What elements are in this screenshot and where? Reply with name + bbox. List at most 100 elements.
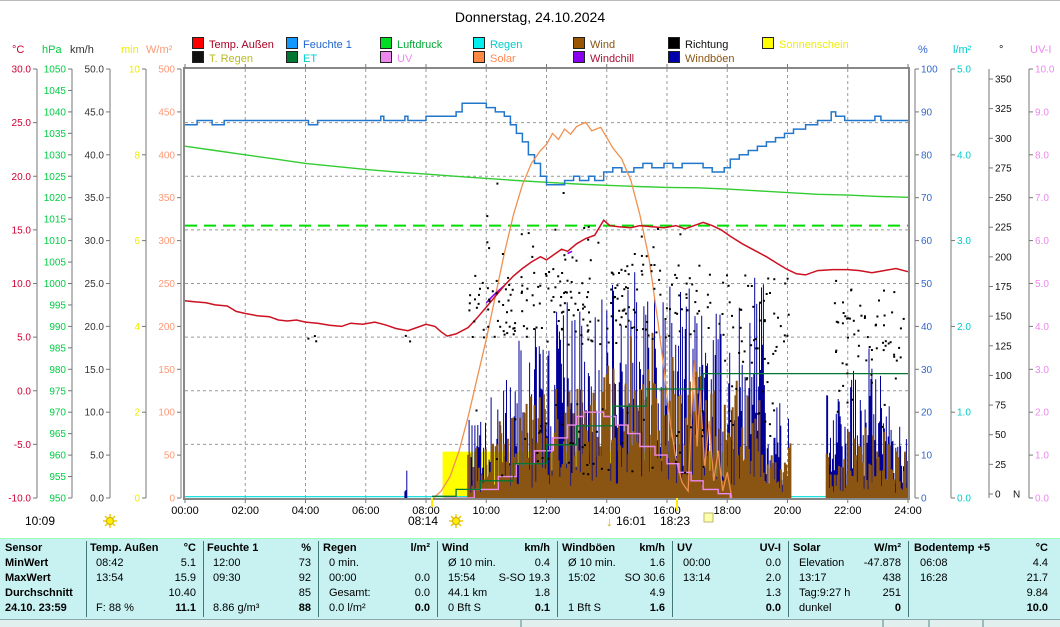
svg-text:300: 300 xyxy=(158,236,175,247)
svg-text:°: ° xyxy=(999,44,1003,56)
svg-text:10: 10 xyxy=(921,451,933,462)
svg-text:6.0: 6.0 xyxy=(1035,236,1049,247)
table-column-unit: UV-I xyxy=(759,542,781,554)
legend-item: Temp. Außen xyxy=(192,37,274,51)
legend-color-box xyxy=(762,37,774,49)
table-cell-value: 1.8 xyxy=(534,587,550,599)
table-column-header: Solar xyxy=(793,542,821,554)
legend-item: Wind xyxy=(573,37,615,51)
legend-item: Regen xyxy=(473,37,522,51)
svg-text:970: 970 xyxy=(49,408,66,419)
table-cell-value: -47.878 xyxy=(863,557,901,569)
svg-text:30.0: 30.0 xyxy=(12,65,32,76)
svg-text:0.0: 0.0 xyxy=(1035,494,1049,505)
humidity-series xyxy=(185,102,908,186)
svg-text:5.0: 5.0 xyxy=(17,333,31,344)
legend-item: UV xyxy=(380,51,412,65)
table-cell-time: 06:08 xyxy=(920,557,948,569)
svg-text:20.0: 20.0 xyxy=(12,172,32,183)
svg-text:955: 955 xyxy=(49,472,66,483)
svg-text:5.0: 5.0 xyxy=(90,451,104,462)
chart-legend: Temp. Außen Feuchte 1 Luftdruck Regen Wind Ri… xyxy=(0,1,1060,65)
table-cell-value: 0.0 xyxy=(414,602,430,614)
svg-text:400: 400 xyxy=(158,150,175,161)
svg-text:30.0: 30.0 xyxy=(85,236,105,247)
table-cell-value: 0.0 xyxy=(765,557,781,569)
legend-color-box xyxy=(192,51,204,63)
svg-text:100: 100 xyxy=(995,371,1012,382)
svg-text:0: 0 xyxy=(169,494,175,505)
svg-text:N: N xyxy=(1013,490,1020,501)
svg-text:5.0: 5.0 xyxy=(1035,279,1049,290)
svg-text:l/m²: l/m² xyxy=(953,44,972,56)
table-cell-time: F: 88 % xyxy=(96,602,134,614)
svg-text:14:00: 14:00 xyxy=(593,505,621,517)
svg-text:0.0: 0.0 xyxy=(90,494,104,505)
legend-label: Luftdruck xyxy=(397,39,443,51)
table-cell-time: 0.0 l/m² xyxy=(329,602,366,614)
table-column-unit: W/m² xyxy=(874,542,901,554)
legend-color-box xyxy=(668,37,680,49)
svg-text:225: 225 xyxy=(995,223,1012,234)
svg-text:100: 100 xyxy=(158,408,175,419)
table-column-header: Feuchte 1 xyxy=(207,542,259,554)
svg-text:50.0: 50.0 xyxy=(85,65,105,76)
axis-deg: °350325300275250225200175150125100755025… xyxy=(988,44,1020,501)
table-cell-value: 0 xyxy=(894,602,901,614)
table-cell-time: 15:02 xyxy=(568,572,596,584)
table-cell-value: SO 30.6 xyxy=(624,572,665,584)
et-series xyxy=(432,372,908,497)
svg-text:150: 150 xyxy=(158,365,175,376)
svg-text:200: 200 xyxy=(158,322,175,333)
table-cell-value: 73 xyxy=(298,557,311,569)
legend-color-box xyxy=(380,37,392,49)
svg-text:200: 200 xyxy=(995,252,1012,263)
svg-text:hPa: hPa xyxy=(42,44,62,56)
legend-label: Windchill xyxy=(590,53,635,65)
svg-text:25.0: 25.0 xyxy=(12,118,32,129)
table-divider xyxy=(908,541,909,617)
svg-text:25: 25 xyxy=(995,460,1007,471)
grid xyxy=(185,69,908,498)
svg-text:175: 175 xyxy=(995,282,1012,293)
svg-text:04:00: 04:00 xyxy=(292,505,320,517)
x-axis: 00:00 02:00 04:00 06:00 08:00 10:00 12:00 14:00… xyxy=(171,64,922,517)
table-cell-value: 10.40 xyxy=(168,587,196,599)
svg-text:40.0: 40.0 xyxy=(85,150,105,161)
table-divider xyxy=(86,541,87,617)
svg-text:00:00: 00:00 xyxy=(171,505,199,517)
table-cell-time: 00:00 xyxy=(329,572,357,584)
table-cell-time: Ø 10 min. xyxy=(568,557,616,569)
legend-label: Temp. Außen xyxy=(209,39,274,51)
svg-text:250: 250 xyxy=(158,279,175,290)
svg-text:45.0: 45.0 xyxy=(85,107,105,118)
legend-label: ET xyxy=(303,53,318,65)
statusbar-divider xyxy=(982,620,984,627)
direction-series xyxy=(307,182,905,477)
svg-text:960: 960 xyxy=(49,451,66,462)
legend-item: Luftdruck xyxy=(380,37,443,51)
table-column-header: Windböen xyxy=(562,542,616,554)
svg-text:8: 8 xyxy=(134,150,140,161)
table-column-unit: % xyxy=(301,542,311,554)
table-cell-time: 13:54 xyxy=(96,572,124,584)
svg-text:06:00: 06:00 xyxy=(352,505,380,517)
legend-item: Feuchte 1 xyxy=(286,37,352,51)
axis-lm2: l/m² 5.0 4.0 3.0 2.0 1.0 0.0 xyxy=(950,44,972,505)
svg-text:22:00: 22:00 xyxy=(834,505,862,517)
svg-text:10:00: 10:00 xyxy=(472,505,500,517)
table-divider xyxy=(203,541,204,617)
table-cell-time: 12:00 xyxy=(213,557,241,569)
svg-text:3.0: 3.0 xyxy=(957,236,971,247)
svg-text:965: 965 xyxy=(49,429,66,440)
table-cell-value: 21.7 xyxy=(1026,572,1048,584)
table-cell-value: S-SO 19.3 xyxy=(498,572,550,584)
svg-text:1050: 1050 xyxy=(44,65,67,76)
status-bar xyxy=(0,619,1060,627)
temp-series xyxy=(184,219,909,337)
table-cell-value: 15.9 xyxy=(174,572,196,584)
svg-text:25.0: 25.0 xyxy=(85,279,105,290)
legend-color-box xyxy=(286,51,298,63)
svg-text:8.0: 8.0 xyxy=(1035,150,1049,161)
